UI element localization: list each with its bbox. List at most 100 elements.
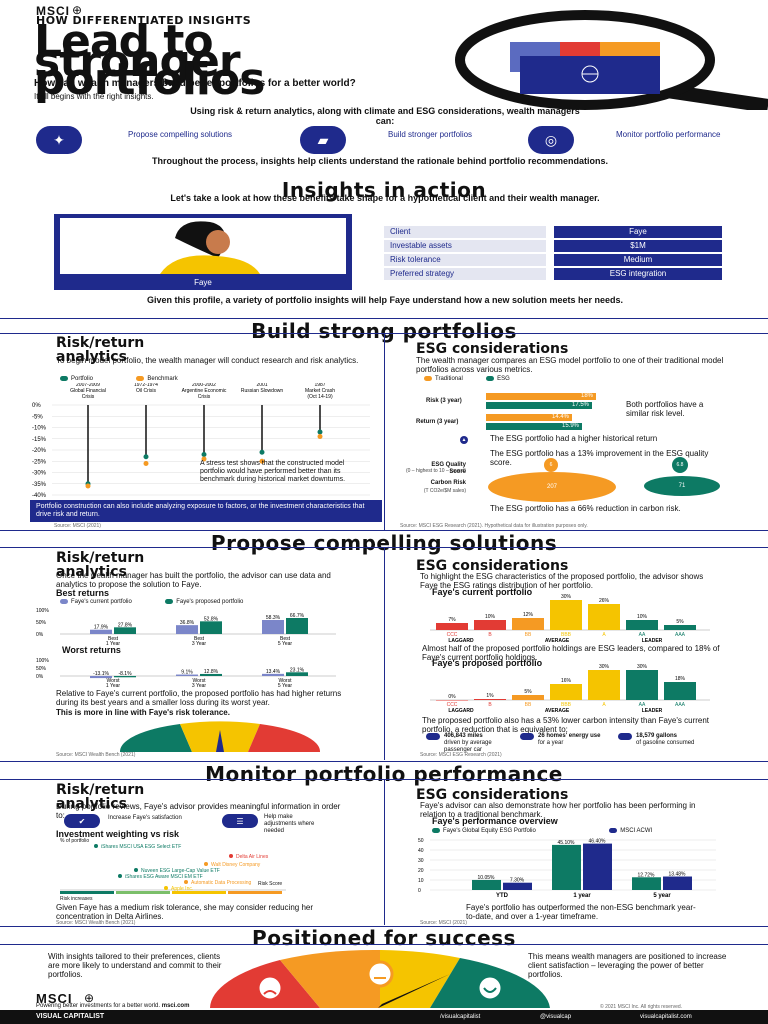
y-tick-label: 100% — [36, 658, 49, 664]
rating-bar — [550, 684, 582, 700]
risk-note: Both portfolios have a similar risk leve… — [626, 400, 704, 418]
rating-label: AA — [639, 632, 646, 638]
equivalent-desc: driven by average passenger car — [444, 740, 492, 753]
holding-label: iShares MSCI USA ESG Select ETF — [101, 844, 181, 850]
risk-band — [116, 891, 170, 894]
rating-bar — [474, 699, 506, 700]
brand-logo: MSCI — [36, 4, 70, 18]
benchmark-point — [85, 483, 91, 489]
equivalent-desc: for a year — [538, 740, 564, 746]
bar — [200, 673, 222, 676]
success-title: Positioned for success — [252, 926, 516, 950]
bar — [176, 625, 198, 634]
y-tick-label: 0 — [418, 888, 421, 894]
bar-value-label: 26% — [599, 598, 610, 604]
risk-esg-bar: 17.5% — [486, 402, 592, 409]
propose-risk-tolerance: This is more in line with Faye's risk to… — [56, 708, 230, 717]
proposed-dist-title: Faye's proposed portfolio — [432, 658, 543, 668]
monitor-risk-title: Risk/return analytics — [56, 782, 145, 812]
copyright: © 2021 MSCI Inc. All rights reserved. — [600, 1004, 683, 1010]
rating-bar — [512, 695, 544, 700]
bar-value-label: 58.3% — [266, 615, 281, 621]
rating-bar — [474, 620, 506, 630]
proposed-ratings-chart: 0% CCC 1% B 5% BB 16% BBB 30% A 30% AA 18% AAA LAGGARD… — [430, 664, 710, 714]
rating-label: A — [602, 632, 606, 638]
divider — [0, 333, 768, 334]
headline: Lead to — [34, 16, 214, 67]
headline-3: portfolios — [34, 58, 265, 102]
footer-link-facebook[interactable]: /visualcapitalist — [440, 1014, 481, 1020]
bar-value-label: 10.05% — [478, 875, 496, 881]
bar-value-label: 13.48% — [669, 872, 687, 878]
bar-value-label: -13.1% — [93, 671, 109, 677]
holding-point — [229, 854, 233, 858]
risk-band — [60, 891, 114, 894]
bar-value-label: 5% — [524, 689, 532, 695]
holding-point — [164, 886, 168, 890]
y-tick-label: 20 — [418, 868, 424, 874]
y-tick-label: 50% — [36, 666, 47, 672]
bar-value-label: 7% — [448, 617, 456, 623]
legend-faye-esg: Faye's Global Equity ESG Portfolio — [443, 828, 536, 835]
current-ratings-chart: 7% CCC 10% B 12% BB 30% BBB 26% A 10% AA 5% AAA LAGGAR… — [430, 594, 710, 644]
client-portrait — [160, 221, 260, 274]
y-tick-label: 30 — [418, 858, 424, 864]
house-icon — [520, 733, 534, 740]
current-dist-title: Faye's current portfolio — [432, 587, 533, 597]
bar — [114, 676, 136, 678]
bar-value-label: 23.1% — [290, 667, 305, 673]
weighting-ylabel: % of portfolio — [60, 838, 90, 844]
footer-link-twitter[interactable]: @visualcap — [540, 1014, 572, 1020]
profile-label: Risk tolerance — [384, 254, 546, 266]
legend-proposed: Faye's proposed portfolio — [176, 599, 244, 606]
bar-value-label: 12.72% — [638, 872, 656, 878]
holding-point — [184, 880, 188, 884]
build-risk-callout: Portfolio construction can also include … — [30, 500, 382, 522]
car-icon — [426, 733, 440, 740]
y-tick-label: 50% — [36, 620, 47, 626]
legend-traditional: Traditional — [435, 376, 463, 383]
equivalent-value: 26 homes' energy use — [538, 733, 601, 739]
category-label: Worst — [193, 678, 207, 684]
build-esg-source: Source: MSCI ESG Research (2021). Hypoth… — [400, 523, 588, 529]
category-label: 1972-1974 — [134, 383, 158, 388]
success-left: With insights tailored to their preferen… — [48, 952, 222, 979]
bar-value-label: 52.8% — [204, 616, 219, 622]
rating-bar — [664, 625, 696, 630]
bar-value-label: 16% — [561, 678, 572, 684]
profile-row: Client Faye — [384, 226, 724, 238]
bar-value-label: 12% — [523, 612, 534, 618]
rating-label: B — [488, 632, 492, 638]
weighting-title: Investment weighting vs risk — [56, 829, 180, 839]
headline-line-1: Lead to — [34, 16, 214, 67]
bar — [472, 879, 501, 890]
monitor-esg-source: Source: MSCI (2021) — [420, 920, 467, 926]
benchmark-point — [201, 456, 207, 462]
propose-esg-title: ESG considerations — [416, 558, 569, 574]
monitor-risk-note: Given Faye has a medium risk tolerance, … — [56, 903, 314, 921]
category-label: Crisis — [82, 394, 95, 400]
profile-value: Faye — [554, 226, 722, 238]
category-label: 1 year — [573, 893, 591, 899]
propose-carbon-note: The proposed portfolio also has a 53% lo… — [422, 716, 710, 734]
bar-value-label: 46.40% — [589, 839, 607, 845]
headline-2: stronger — [34, 40, 241, 84]
y-tick-label: -15% — [32, 437, 47, 443]
divider — [0, 779, 768, 780]
footer-link-site[interactable]: visualcapitalist.com — [640, 1014, 692, 1020]
success-url[interactable]: msci.com — [161, 1003, 190, 1009]
category-label: 3 Year — [192, 641, 207, 646]
quality-sub: (0 – highest to 10 – lowest) — [405, 468, 466, 474]
category-label: 2000-2002 — [192, 383, 216, 388]
success-right: This means wealth managers are positione… — [528, 952, 727, 979]
build-risk-desc: To begin model portfolio, the wealth man… — [56, 356, 359, 365]
intro-item-monitor: Monitor portfolio performance — [616, 130, 721, 139]
category-label: Oil Crisis — [136, 388, 156, 394]
insights-title: Insights in action — [281, 178, 487, 202]
holding-label: Delta Air Lines — [236, 854, 269, 860]
propose-risk-source: Source: MSCI Wealth Bench (2021) — [56, 752, 136, 758]
holding-point — [118, 874, 122, 878]
y-tick-label: -10% — [32, 426, 47, 432]
propose-esg-mid-note: Almost half of the proposed portfolio ho… — [422, 644, 720, 662]
rating-bar — [436, 623, 468, 630]
